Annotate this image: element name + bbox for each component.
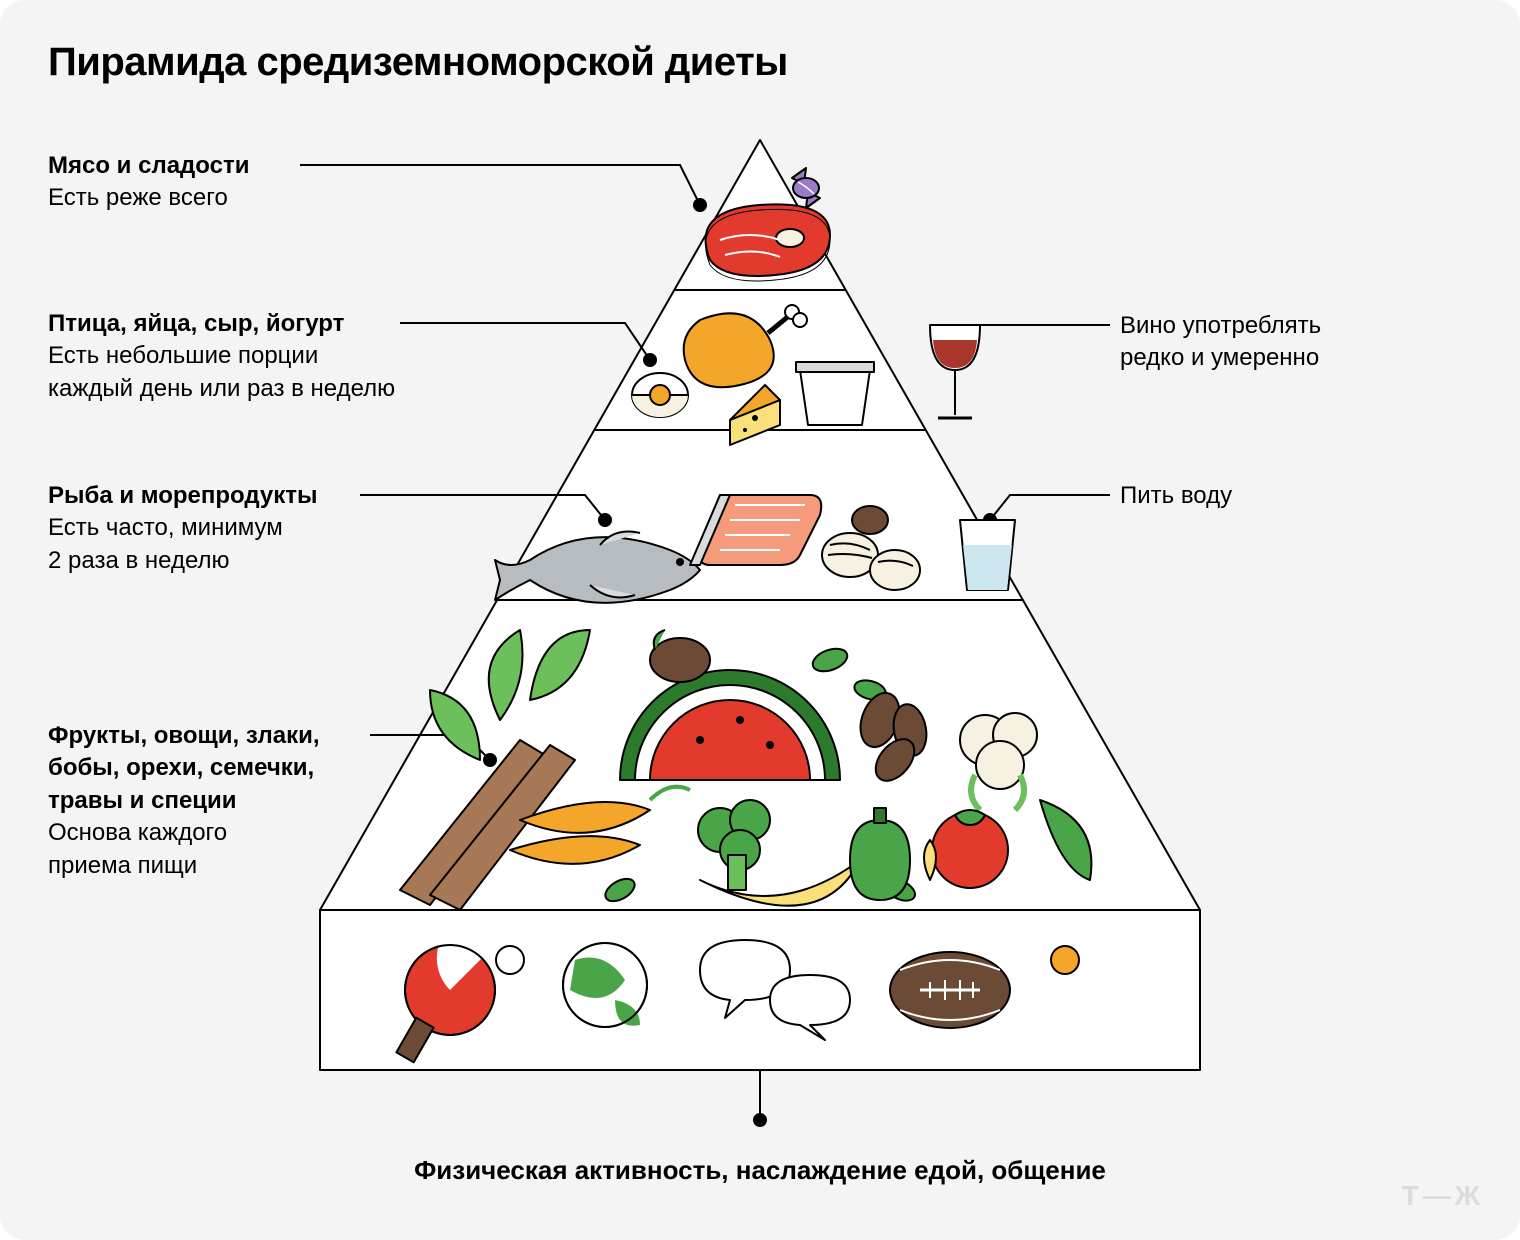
yogurt-icon xyxy=(796,362,874,425)
tomato-icon xyxy=(932,810,1008,888)
ball-icon xyxy=(1051,946,1079,974)
globe-icon xyxy=(563,943,647,1027)
water-glass-icon xyxy=(960,520,1015,590)
source-logo: Т—Ж xyxy=(1402,1180,1484,1212)
pyramid-diagram xyxy=(0,0,1520,1240)
infographic-card: Пирамида средиземноморской диеты Мясо и … xyxy=(0,0,1520,1240)
wine-glass-icon xyxy=(930,325,980,418)
egg-icon xyxy=(632,373,688,417)
football-icon xyxy=(890,952,1010,1028)
